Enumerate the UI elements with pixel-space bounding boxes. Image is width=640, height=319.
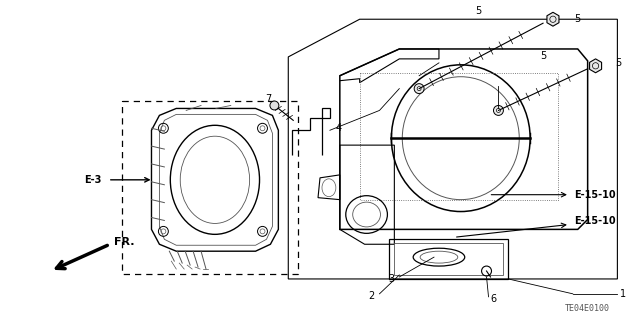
Text: TE04E0100: TE04E0100 — [565, 304, 610, 313]
Text: 5: 5 — [574, 14, 580, 24]
Text: 7: 7 — [266, 93, 271, 104]
Text: 2: 2 — [368, 291, 374, 301]
Text: 5: 5 — [476, 6, 482, 16]
Text: 6: 6 — [490, 294, 497, 304]
Text: 5: 5 — [616, 58, 621, 68]
Bar — [122, 100, 298, 274]
Ellipse shape — [497, 108, 500, 112]
Ellipse shape — [270, 101, 279, 110]
Text: 4: 4 — [336, 123, 342, 133]
Text: 1: 1 — [620, 289, 627, 299]
Text: 3: 3 — [388, 274, 394, 284]
Ellipse shape — [493, 106, 504, 115]
Text: E-15-10: E-15-10 — [574, 190, 616, 200]
Text: FR.: FR. — [114, 237, 134, 247]
Polygon shape — [547, 12, 559, 26]
Text: E-3: E-3 — [84, 175, 102, 185]
Ellipse shape — [414, 84, 424, 93]
Text: 5: 5 — [540, 51, 546, 61]
Ellipse shape — [417, 87, 421, 91]
Polygon shape — [589, 59, 602, 73]
Text: E-15-10: E-15-10 — [574, 217, 616, 226]
